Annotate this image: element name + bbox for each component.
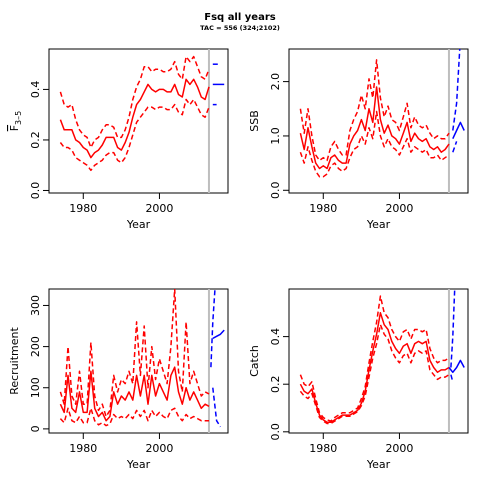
y-tick-label: 0.4	[269, 328, 282, 346]
x-tick-label: 2000	[385, 202, 413, 215]
y-tick-label: 0.2	[269, 375, 282, 393]
y-tick-label: 0.0	[29, 182, 42, 200]
projection-median-line	[448, 359, 465, 374]
historic-median-line	[59, 366, 210, 422]
projection-median-line	[452, 121, 465, 140]
y-tick-label: 200	[29, 336, 42, 357]
x-tick-label: 1980	[69, 442, 97, 455]
panel-3: 1980 2000 0 100 200 300 Year Recruitment	[8, 288, 229, 471]
historic-lower-line	[59, 98, 210, 172]
y-tick-label: 100	[29, 377, 42, 398]
y-tick-label: 0.0	[269, 423, 282, 441]
plot-frame	[288, 288, 469, 434]
historic-lower-line	[299, 323, 450, 425]
plot-area	[59, 55, 225, 172]
projection-lower-line	[450, 374, 454, 382]
y-axis-label: Catch	[248, 345, 261, 377]
panel-4: 1980 2000 0.0 0.2 0.4 Year Catch	[248, 288, 469, 471]
projection-lower-line	[452, 141, 458, 153]
plot-area	[59, 289, 225, 428]
figure-title: Fsq all years	[204, 12, 275, 23]
plot-frame	[288, 48, 469, 194]
x-tick-label: 1980	[309, 202, 337, 215]
x-axis-label: Year	[366, 458, 391, 471]
y-axis-label: SSB	[248, 110, 261, 132]
y-tick-label: 300	[29, 295, 42, 316]
projection-upper-line	[210, 289, 216, 368]
historic-upper-line	[299, 295, 450, 422]
projection-upper-line	[452, 49, 461, 131]
historic-median-line	[59, 78, 210, 159]
y-tick-label: 1.0	[269, 127, 282, 145]
historic-upper-line	[59, 55, 210, 149]
historic-lower-line	[299, 110, 450, 178]
panel-2: 1980 2000 0.0 1.0 2.0 Year SSB	[248, 48, 469, 231]
x-tick-label: 2000	[385, 442, 413, 455]
x-tick-label: 2000	[145, 442, 173, 455]
projection-upper-line	[450, 289, 456, 368]
historic-median-line	[299, 86, 450, 170]
y-tick-label: 0.4	[29, 81, 42, 99]
historic-upper-line	[59, 289, 210, 418]
plot-area	[299, 49, 465, 178]
plot-frame	[48, 288, 229, 434]
y-tick-label: 0.2	[29, 131, 42, 149]
x-axis-label: Year	[366, 218, 391, 231]
y-tick-label: 0.0	[269, 182, 282, 200]
projection-lower-line	[212, 387, 222, 428]
historic-upper-line	[299, 59, 450, 162]
x-tick-label: 1980	[309, 442, 337, 455]
historic-median-line	[299, 312, 450, 424]
x-tick-label: 2000	[145, 202, 173, 215]
x-tick-label: 1980	[69, 202, 97, 215]
y-tick-label: 0	[29, 425, 42, 432]
y-axis-label: Recruitment	[8, 327, 21, 395]
figure-subtitle: TAC = 556 (324;2102)	[200, 24, 280, 32]
y-axis-label: F3–5	[8, 111, 23, 132]
plot-area	[299, 289, 465, 425]
x-axis-label: Year	[126, 458, 151, 471]
panel-1: 1980 2000 0.0 0.2 0.4 Year F3–5	[8, 48, 229, 231]
plot-frame	[48, 48, 229, 194]
y-tick-label: 2.0	[269, 73, 282, 91]
projection-median-line	[212, 329, 225, 340]
x-axis-label: Year	[126, 218, 151, 231]
